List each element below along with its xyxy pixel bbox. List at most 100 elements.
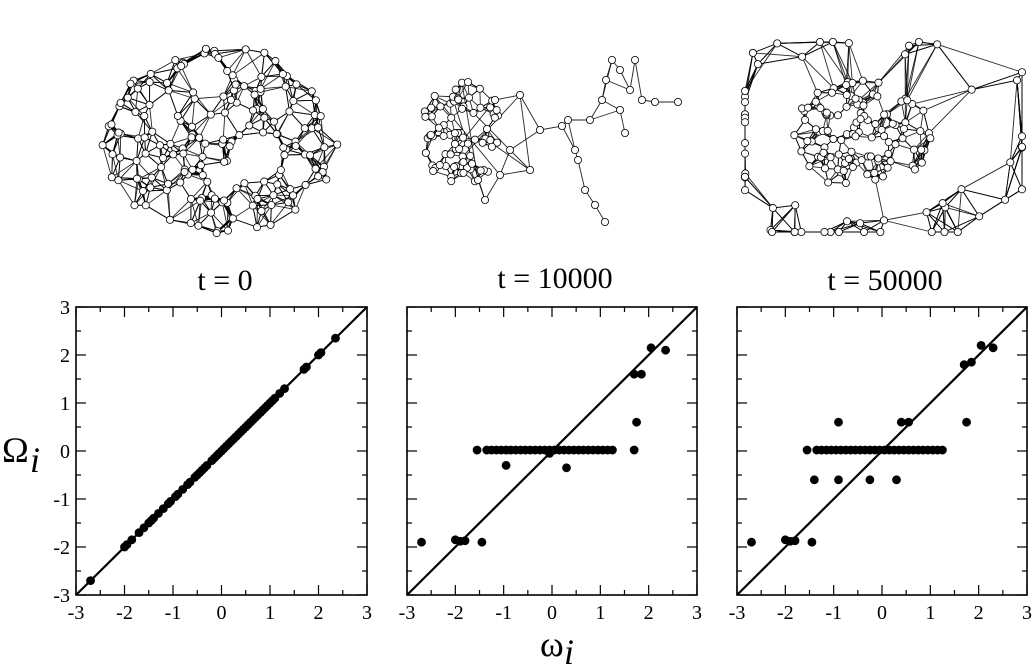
network-node <box>148 127 157 136</box>
network-node <box>842 102 851 111</box>
network-edge <box>168 90 179 117</box>
network-node <box>859 101 868 110</box>
network-node <box>820 227 829 236</box>
network-node <box>164 86 173 95</box>
network-node <box>466 151 475 160</box>
network-node <box>586 116 595 125</box>
network-node <box>459 168 468 177</box>
network-node <box>574 155 583 164</box>
network-node <box>226 95 235 104</box>
network-node <box>938 199 947 208</box>
network-node <box>292 80 301 89</box>
network-node <box>465 93 474 102</box>
network-node <box>883 163 892 172</box>
y-tick-label: -2 <box>53 537 70 559</box>
network-node <box>842 81 851 90</box>
network-edge <box>577 159 586 191</box>
network-node <box>186 195 195 204</box>
network-node <box>165 215 174 224</box>
scatter-panel-1: -3 -2 -1 0 1 2 3 <box>399 306 702 624</box>
network-node <box>860 227 869 236</box>
network-node <box>891 140 900 149</box>
network-node <box>257 206 266 215</box>
network-node <box>626 86 635 95</box>
network-edge <box>957 215 980 233</box>
network-edge <box>270 202 289 226</box>
network-node <box>927 227 936 236</box>
network-node <box>126 79 135 88</box>
network-node <box>581 185 590 194</box>
network-node <box>195 133 204 142</box>
x-tick-label: -1 <box>825 602 842 624</box>
network-node <box>819 148 828 157</box>
network-edge <box>232 49 247 76</box>
network-node <box>468 159 477 168</box>
network-node <box>281 82 290 91</box>
network-node <box>871 175 880 184</box>
network-edge <box>294 184 306 210</box>
network-edge <box>906 44 938 101</box>
network-edge <box>971 71 1023 91</box>
network-node <box>220 108 229 117</box>
network-node <box>591 200 600 209</box>
network-node <box>741 98 750 107</box>
network-node <box>187 133 196 142</box>
network-node <box>436 102 445 111</box>
network-edge <box>757 43 778 65</box>
network-edge <box>293 100 316 116</box>
network-t0 <box>98 44 342 238</box>
network-node <box>753 60 762 69</box>
network-edge <box>926 211 959 233</box>
network-edge <box>180 98 196 122</box>
network-node <box>198 152 207 161</box>
network-node <box>249 106 258 115</box>
network-node <box>196 161 205 170</box>
network-node <box>1013 76 1022 85</box>
network-node <box>873 92 882 101</box>
network-node <box>196 196 205 205</box>
network-node <box>250 90 259 99</box>
network-edge <box>906 41 920 101</box>
x-tick-label: 2 <box>314 602 324 624</box>
network-node <box>166 139 175 148</box>
network-edge <box>227 182 245 204</box>
network-edge <box>145 204 171 221</box>
network-edge <box>809 165 829 183</box>
network-edge <box>832 41 853 84</box>
network-node <box>903 96 912 105</box>
network-node <box>811 125 820 134</box>
network-node <box>311 164 320 173</box>
network-node <box>146 69 155 78</box>
network-node <box>266 220 275 229</box>
network-edge <box>118 160 137 181</box>
network-node <box>435 161 444 170</box>
network-node <box>933 40 942 49</box>
data-point <box>834 417 843 427</box>
data-point <box>904 417 913 427</box>
network-edge <box>260 86 286 90</box>
network-node <box>316 112 325 121</box>
network-edge <box>1004 162 1011 200</box>
network-edge <box>198 114 212 138</box>
network-edge <box>794 205 796 233</box>
network-node <box>909 145 918 154</box>
data-point <box>988 343 998 353</box>
network-node <box>464 78 473 87</box>
network-edge <box>150 67 178 75</box>
network-node <box>874 78 883 87</box>
network-node <box>429 167 438 176</box>
network-node <box>816 104 825 113</box>
data-point <box>962 417 971 427</box>
network-node <box>232 184 241 193</box>
network-edge <box>908 43 938 47</box>
network-node <box>886 157 895 166</box>
network-node <box>821 164 830 173</box>
network-node <box>107 120 116 129</box>
x-tick-label: -2 <box>116 602 133 624</box>
data-point <box>938 445 947 455</box>
network-node <box>940 227 949 236</box>
network-node <box>898 134 907 143</box>
network-edge <box>317 127 338 145</box>
network-node <box>133 84 142 93</box>
network-node <box>188 165 197 174</box>
